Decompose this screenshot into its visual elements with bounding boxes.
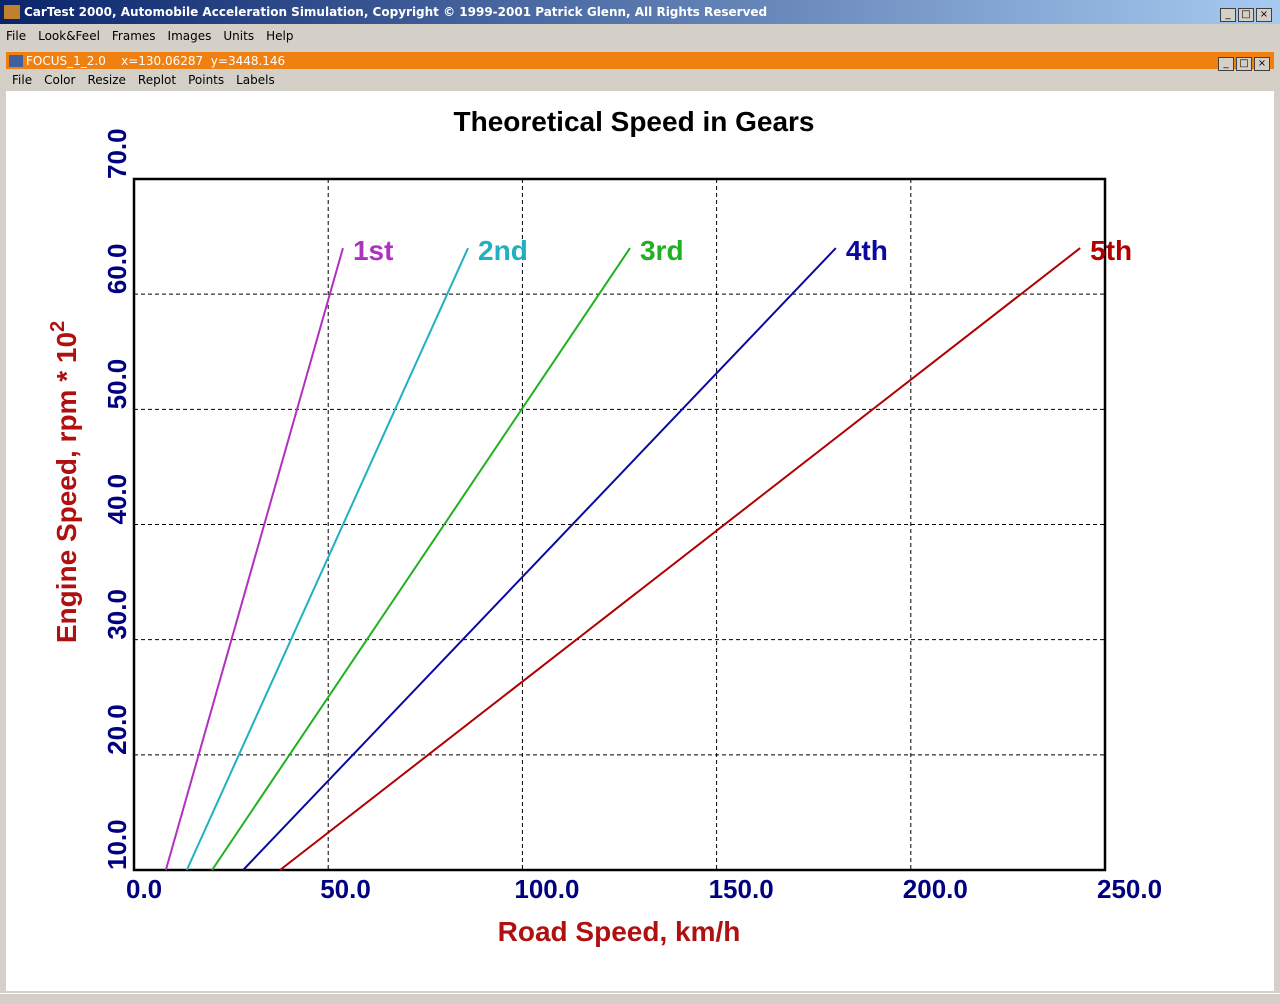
menu-item[interactable]: Images — [167, 28, 212, 43]
minimize[interactable]: _ — [1218, 56, 1234, 71]
series-line — [211, 247, 631, 871]
menu-item[interactable]: Units — [223, 28, 255, 43]
y-axis-label-text: Engine Speed, rpm * 10 — [51, 332, 82, 643]
y-tick-label: 50.0 — [102, 359, 132, 410]
maximize[interactable]: □ — [1238, 8, 1254, 22]
series-line — [185, 247, 469, 871]
series-label: 2nd — [478, 235, 528, 266]
plot-border — [132, 177, 1107, 872]
window-controls: _ □ × — [1218, 2, 1272, 22]
menu-item[interactable]: Points — [188, 73, 225, 87]
frame-controls: _ □ × — [1216, 51, 1270, 71]
menu-item[interactable]: Resize — [87, 73, 126, 87]
chart-title: Theoretical Speed in Gears — [453, 106, 814, 137]
app-title: CarTest 2000, Automobile Acceleration Si… — [24, 5, 768, 19]
x-tick-label: 150.0 — [709, 874, 774, 904]
close[interactable]: × — [1254, 56, 1270, 71]
menu-item[interactable]: File — [6, 28, 27, 43]
menu-item[interactable]: Help — [266, 28, 294, 43]
menu-item[interactable]: File — [12, 73, 33, 87]
x-axis-label: Road Speed, km/h — [498, 916, 741, 947]
y-tick-label: 10.0 — [102, 819, 132, 870]
app-menu: File Look&Feel Frames Images Units Help — [0, 25, 1280, 46]
y-tick-label: 30.0 — [102, 589, 132, 640]
menu-item[interactable]: Frames — [111, 28, 156, 43]
x-tick-label: 100.0 — [514, 874, 579, 904]
close[interactable]: × — [1256, 8, 1272, 22]
frame-title: FOCUS_1_2.0 x=130.06287 y=3448.146 — [26, 53, 286, 68]
app-icon — [4, 5, 20, 19]
menu-item[interactable]: Color — [44, 73, 76, 87]
chart: Theoretical Speed in Gears 0.0 50.0 100.0 15… — [6, 91, 1274, 991]
taskbar — [0, 993, 1280, 1004]
x-tick-label: 50.0 — [320, 874, 371, 904]
frame-menu: File Color Resize Replot Points Labels — [6, 70, 1274, 90]
maximize[interactable]: □ — [1236, 56, 1252, 71]
frame-icon — [9, 54, 23, 67]
y-axis-label-exponent: 2 — [47, 321, 69, 332]
x-tick-label: 250.0 — [1097, 874, 1162, 904]
app-title-bar: CarTest 2000, Automobile Acceleration Si… — [0, 0, 1280, 24]
x-tick-label: 0.0 — [126, 874, 162, 904]
frame-title-bar: FOCUS_1_2.0 x=130.06287 y=3448.146 _ □ × — [6, 51, 1274, 71]
menu-item[interactable]: Replot — [137, 73, 177, 87]
x-tick-label: 200.0 — [903, 874, 968, 904]
minimize[interactable]: _ — [1220, 8, 1236, 22]
menu-item[interactable]: Look&Feel — [38, 28, 100, 43]
series-label: 5th — [1090, 235, 1132, 266]
y-tick-label: 40.0 — [102, 474, 132, 525]
y-axis-label: Engine Speed, rpm * 102 — [47, 321, 82, 643]
y-tick-label: 20.0 — [102, 704, 132, 755]
y-tick-label: 70.0 — [102, 128, 132, 179]
series-label: 3rd — [640, 235, 684, 266]
y-tick-label: 60.0 — [102, 244, 132, 295]
series-line — [279, 247, 1081, 871]
series-line — [164, 247, 344, 871]
menu-item[interactable]: Labels — [236, 73, 275, 87]
series-label: 1st — [353, 235, 393, 266]
series-line — [242, 247, 837, 871]
series-label: 4th — [846, 235, 888, 266]
